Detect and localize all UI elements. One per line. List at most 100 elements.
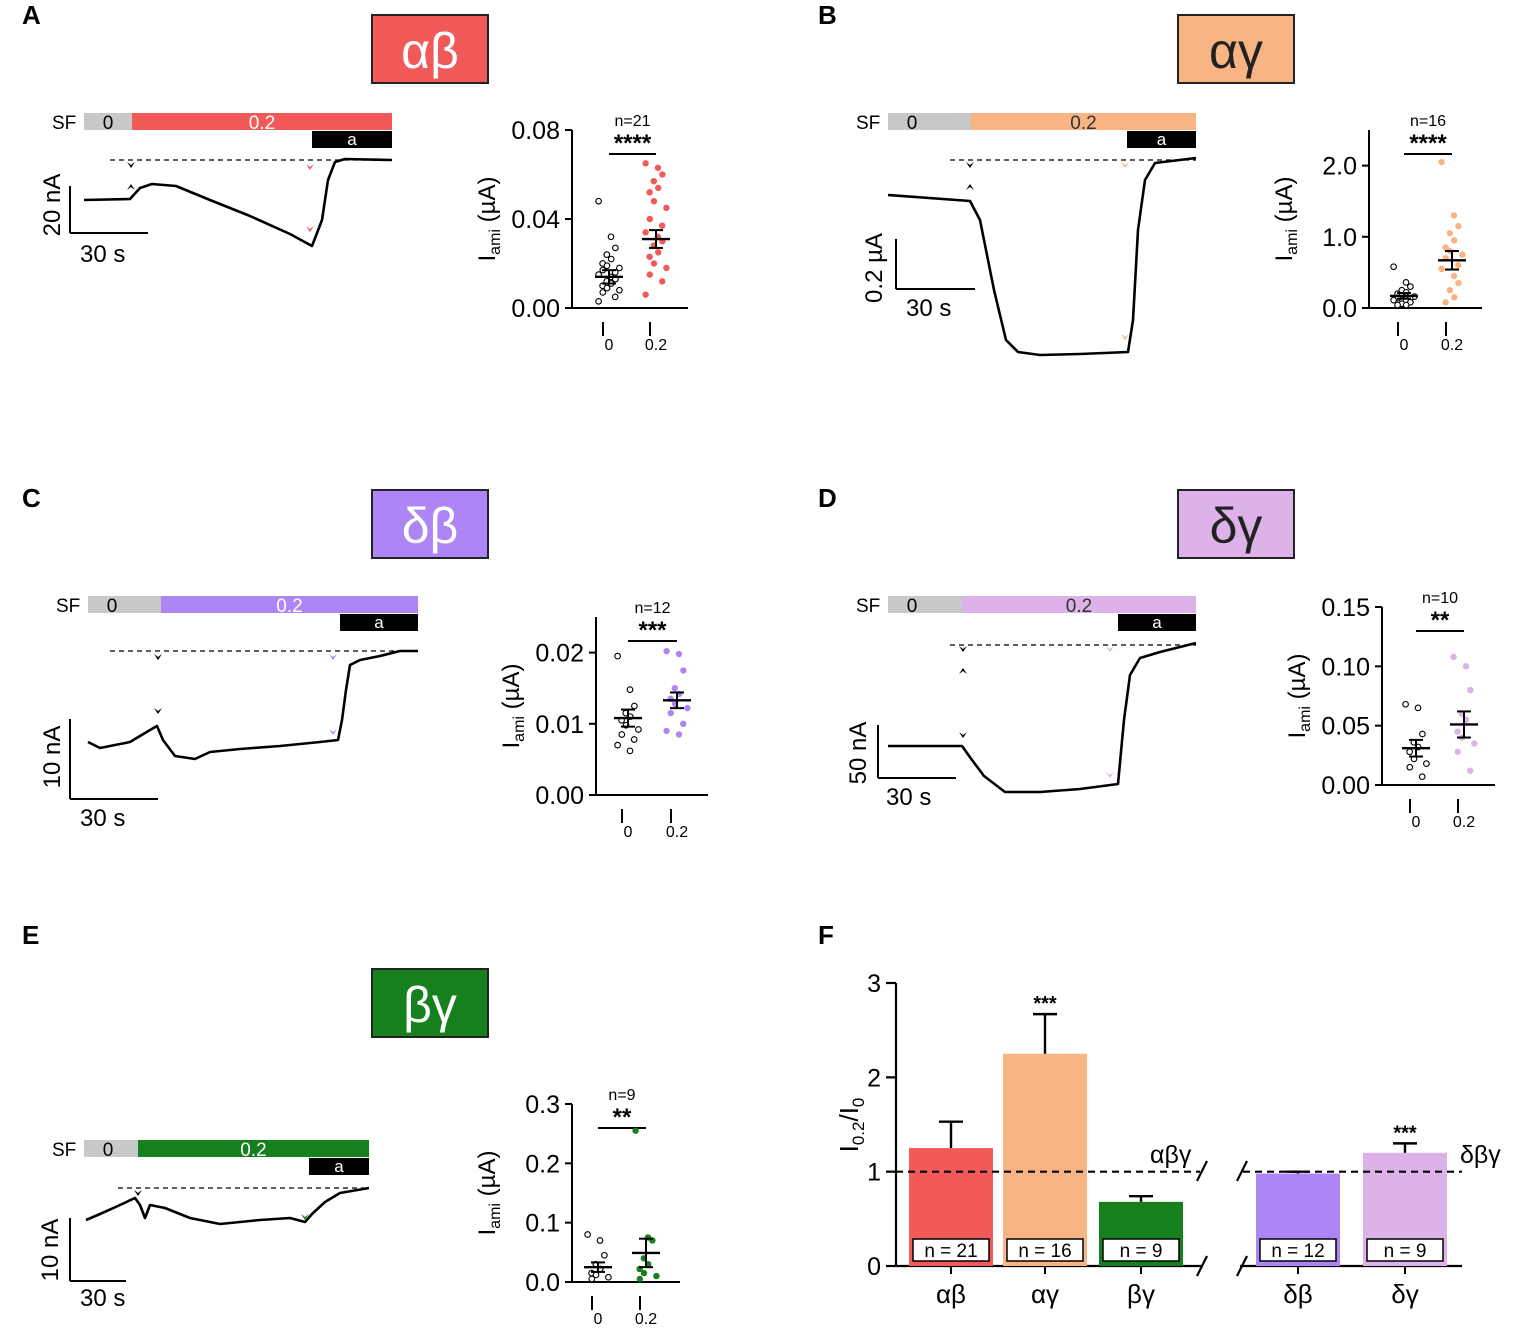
- data-point-control: [631, 702, 638, 710]
- sf-high-bar: [132, 113, 392, 130]
- n-label: n=21: [614, 113, 650, 130]
- y-label-part: 0: [849, 1098, 868, 1107]
- data-point-treated: [642, 229, 649, 236]
- sf-label: SF: [56, 596, 80, 617]
- panel-letter: A: [22, 0, 41, 30]
- trace-arrowhead: [329, 654, 337, 660]
- sf-zero-bar: [888, 113, 971, 130]
- panel-A: Aαβ SF 0 0.2 a 20 nA 30 s 0.00 0.04 0.08 Iami (µA)…: [22, 0, 688, 354]
- n-label: n = 16: [1018, 1241, 1071, 1262]
- n-label: n = 21: [924, 1241, 977, 1262]
- category-label: αγ: [1031, 1279, 1059, 1309]
- trace-arrowhead: [154, 708, 162, 714]
- data-point-treated: [654, 164, 662, 172]
- bar: [1003, 1053, 1087, 1266]
- panel-E: Eβγ SF 0 0.2 a 10 nA 30 s 0.0 0.1 0.2 0.3 Iami (µA)…: [22, 920, 680, 1328]
- data-point-control: [596, 1237, 604, 1244]
- data-point-control: [603, 251, 611, 258]
- data-point-control: [595, 197, 602, 205]
- scale-x-label: 30 s: [80, 1285, 125, 1312]
- data-point-control: [614, 652, 621, 660]
- data-point-treated: [1450, 272, 1458, 280]
- data-point-control: [1423, 760, 1430, 767]
- x-tick-label: 0: [1412, 814, 1421, 831]
- scale-x-label: 30 s: [80, 241, 125, 268]
- y-axis-label-main: I: [1271, 255, 1298, 262]
- data-point-treated: [1450, 212, 1458, 219]
- trace-arrowhead: [1106, 646, 1114, 652]
- scale-x-label: 30 s: [886, 784, 931, 811]
- data-point-treated: [1454, 728, 1461, 735]
- panel-letter: E: [22, 920, 39, 950]
- significance-stars: ***: [1033, 993, 1057, 1015]
- panel-letter: B: [818, 0, 837, 30]
- data-point-control: [614, 741, 621, 749]
- y-axis-label-main: I: [474, 1229, 501, 1236]
- data-point-control: [1406, 748, 1413, 756]
- trace-arrowhead: [959, 668, 967, 674]
- subunit-title: αγ: [1209, 23, 1263, 79]
- subunit-title: δγ: [1210, 498, 1263, 554]
- x-tick-label: 0: [605, 337, 614, 354]
- data-point-control: [605, 1273, 612, 1281]
- trace-arrowhead: [1106, 772, 1114, 778]
- y-tick-label: 2: [867, 1064, 881, 1092]
- n-label: n=9: [608, 1087, 635, 1104]
- subunit-title-box: [371, 968, 489, 1038]
- data-point-treated: [1451, 237, 1458, 244]
- data-point-control: [616, 264, 623, 272]
- sf-zero-label: 0: [907, 113, 918, 134]
- data-point-control: [616, 286, 623, 294]
- y-axis-label-unit: (µA): [474, 1151, 501, 1204]
- data-point-treated: [646, 189, 653, 196]
- n-label-box: [1259, 1238, 1337, 1262]
- data-point-control: [584, 1231, 591, 1238]
- current-trace: [83, 157, 393, 248]
- amiloride-label: a: [347, 130, 357, 149]
- data-point-treated: [663, 647, 670, 655]
- data-point-treated: [1438, 265, 1445, 273]
- significance-stars: **: [1431, 607, 1450, 634]
- y-axis-label: Iami (µA): [1271, 177, 1301, 262]
- data-point-control: [607, 255, 615, 263]
- n-label: n=16: [1410, 113, 1446, 130]
- data-point-control: [1402, 700, 1409, 708]
- y-axis-label: I0.2/I0: [834, 1098, 868, 1153]
- trace-arrowhead: [306, 164, 314, 170]
- y-tick-label: 0.01: [535, 711, 584, 739]
- subunit-title: δβ: [402, 498, 459, 554]
- sf-high-label: 0.2: [1070, 113, 1096, 134]
- n-label: n = 9: [1384, 1241, 1427, 1262]
- data-point-treated: [663, 264, 670, 272]
- n-label-box: [912, 1238, 990, 1262]
- y-tick-label: 0.04: [511, 206, 560, 234]
- data-point-treated: [650, 260, 658, 267]
- data-point-treated: [1450, 653, 1457, 661]
- trace-arrowhead: [966, 162, 974, 168]
- sf-label: SF: [52, 1140, 76, 1161]
- y-tick-label: 1: [867, 1159, 881, 1187]
- panel-letter: F: [818, 920, 834, 950]
- data-point-treated: [675, 650, 683, 658]
- data-point-control: [1402, 279, 1410, 286]
- amiloride-label: a: [374, 613, 384, 632]
- subunit-title-box: [1177, 14, 1295, 84]
- data-point-treated: [646, 253, 653, 261]
- y-tick-label: 0.05: [1321, 713, 1370, 741]
- data-point-control: [599, 289, 607, 296]
- sf-zero-label: 0: [107, 596, 118, 617]
- y-axis-label-unit: (µA): [498, 664, 525, 717]
- data-point-control: [588, 1275, 596, 1283]
- y-tick-label: 0.0: [1322, 295, 1357, 323]
- data-point-control: [618, 731, 626, 738]
- sf-high-label: 0.2: [249, 113, 275, 134]
- y-tick-label: 0.15: [1321, 594, 1370, 622]
- x-tick-label: 0.2: [666, 824, 688, 841]
- data-point-control: [1407, 283, 1414, 290]
- x-tick-label: 0.2: [635, 1311, 657, 1328]
- y-axis-label-sub: ami: [487, 1203, 504, 1229]
- data-point-treated: [1455, 279, 1462, 287]
- trace-arrowhead: [1121, 334, 1129, 340]
- data-point-control: [595, 297, 602, 305]
- n-label-box: [1006, 1238, 1084, 1262]
